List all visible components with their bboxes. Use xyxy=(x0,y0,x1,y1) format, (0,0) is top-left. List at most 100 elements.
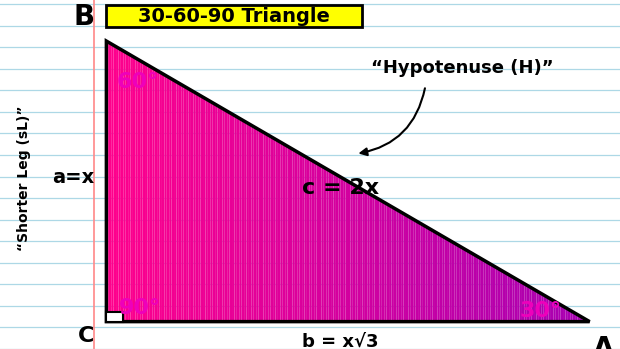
Polygon shape xyxy=(174,80,177,322)
Polygon shape xyxy=(512,277,515,322)
Polygon shape xyxy=(585,319,587,322)
Polygon shape xyxy=(128,54,131,322)
Polygon shape xyxy=(485,261,488,322)
Polygon shape xyxy=(577,314,580,322)
Polygon shape xyxy=(198,94,201,322)
Polygon shape xyxy=(539,292,541,322)
Polygon shape xyxy=(484,260,485,322)
Polygon shape xyxy=(247,122,249,322)
Polygon shape xyxy=(283,143,285,322)
Polygon shape xyxy=(140,61,143,322)
Polygon shape xyxy=(336,174,339,322)
Polygon shape xyxy=(425,226,428,322)
Polygon shape xyxy=(459,246,461,322)
Polygon shape xyxy=(172,79,174,322)
Polygon shape xyxy=(331,171,334,322)
Polygon shape xyxy=(490,264,493,322)
Polygon shape xyxy=(437,233,440,322)
Polygon shape xyxy=(256,128,259,322)
Polygon shape xyxy=(169,77,172,322)
Polygon shape xyxy=(179,83,181,322)
Polygon shape xyxy=(411,218,413,322)
Polygon shape xyxy=(536,291,539,322)
Polygon shape xyxy=(563,306,565,322)
Polygon shape xyxy=(290,148,293,322)
Polygon shape xyxy=(181,84,184,322)
Polygon shape xyxy=(297,152,299,322)
Polygon shape xyxy=(546,296,549,322)
Polygon shape xyxy=(457,244,459,322)
Polygon shape xyxy=(394,208,396,322)
Polygon shape xyxy=(466,250,469,322)
Polygon shape xyxy=(495,267,498,322)
Text: c = 2x: c = 2x xyxy=(302,178,379,198)
Polygon shape xyxy=(525,284,527,322)
Polygon shape xyxy=(191,90,193,322)
Polygon shape xyxy=(143,62,145,322)
Polygon shape xyxy=(507,274,510,322)
Polygon shape xyxy=(159,72,162,322)
Polygon shape xyxy=(389,205,391,322)
Polygon shape xyxy=(565,307,568,322)
Polygon shape xyxy=(404,214,406,322)
Polygon shape xyxy=(251,125,254,322)
Polygon shape xyxy=(382,201,384,322)
Polygon shape xyxy=(544,295,546,322)
Polygon shape xyxy=(271,136,273,322)
Polygon shape xyxy=(326,169,329,322)
Text: “Hypotenuse (H)”: “Hypotenuse (H)” xyxy=(371,59,553,77)
Polygon shape xyxy=(249,124,251,322)
Polygon shape xyxy=(522,282,525,322)
Polygon shape xyxy=(295,150,297,322)
Polygon shape xyxy=(145,64,148,322)
Polygon shape xyxy=(317,163,319,322)
Polygon shape xyxy=(232,114,234,322)
Polygon shape xyxy=(409,216,411,322)
Polygon shape xyxy=(498,268,500,322)
Polygon shape xyxy=(464,249,466,322)
Text: 60°: 60° xyxy=(117,72,159,92)
Polygon shape xyxy=(220,107,223,322)
Polygon shape xyxy=(363,190,365,322)
Polygon shape xyxy=(370,194,372,322)
Polygon shape xyxy=(423,225,425,322)
Text: a=x: a=x xyxy=(52,169,94,187)
Polygon shape xyxy=(225,110,227,322)
Polygon shape xyxy=(108,43,111,322)
Polygon shape xyxy=(229,113,232,322)
Polygon shape xyxy=(454,243,457,322)
Polygon shape xyxy=(587,320,590,322)
Polygon shape xyxy=(471,253,474,322)
Polygon shape xyxy=(445,237,447,322)
Polygon shape xyxy=(447,239,450,322)
Polygon shape xyxy=(568,309,570,322)
Polygon shape xyxy=(520,281,522,322)
Polygon shape xyxy=(474,254,476,322)
Polygon shape xyxy=(314,162,317,322)
Polygon shape xyxy=(321,166,324,322)
Polygon shape xyxy=(551,299,554,322)
Polygon shape xyxy=(570,310,573,322)
Polygon shape xyxy=(384,202,387,322)
Polygon shape xyxy=(223,109,225,322)
Polygon shape xyxy=(493,266,495,322)
Polygon shape xyxy=(582,318,585,322)
Polygon shape xyxy=(111,44,113,322)
Polygon shape xyxy=(510,275,512,322)
Polygon shape xyxy=(201,96,203,322)
Polygon shape xyxy=(302,155,304,322)
Polygon shape xyxy=(164,75,167,322)
Polygon shape xyxy=(527,285,529,322)
Polygon shape xyxy=(440,235,442,322)
Polygon shape xyxy=(242,120,244,322)
Polygon shape xyxy=(345,180,348,322)
Text: 30°: 30° xyxy=(520,302,562,321)
Polygon shape xyxy=(312,160,314,322)
Polygon shape xyxy=(123,51,126,322)
Polygon shape xyxy=(515,278,517,322)
Polygon shape xyxy=(244,121,247,322)
Polygon shape xyxy=(268,135,271,322)
Polygon shape xyxy=(401,212,404,322)
Polygon shape xyxy=(367,193,370,322)
Polygon shape xyxy=(261,131,264,322)
